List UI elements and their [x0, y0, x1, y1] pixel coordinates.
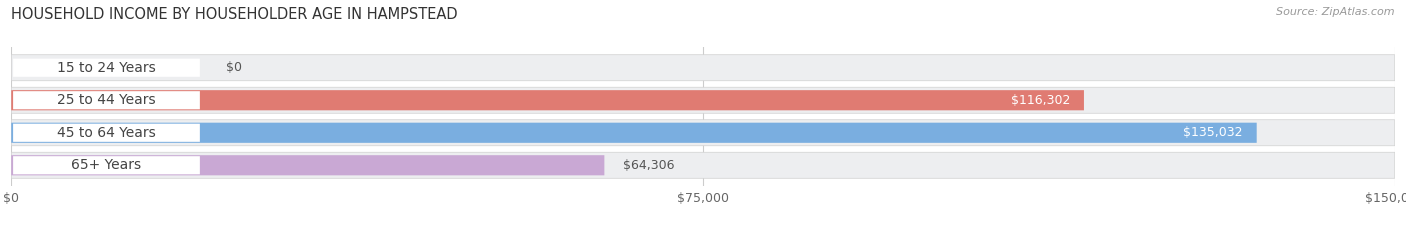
- FancyBboxPatch shape: [13, 124, 200, 142]
- Text: $64,306: $64,306: [623, 159, 675, 172]
- FancyBboxPatch shape: [11, 90, 1084, 110]
- Text: $116,302: $116,302: [1011, 94, 1070, 107]
- FancyBboxPatch shape: [11, 120, 1395, 146]
- FancyBboxPatch shape: [13, 156, 200, 174]
- FancyBboxPatch shape: [11, 155, 605, 175]
- Text: 65+ Years: 65+ Years: [72, 158, 142, 172]
- FancyBboxPatch shape: [11, 152, 1395, 178]
- Text: 15 to 24 Years: 15 to 24 Years: [58, 61, 156, 75]
- Text: $135,032: $135,032: [1184, 126, 1243, 139]
- Text: $0: $0: [226, 61, 242, 74]
- FancyBboxPatch shape: [13, 59, 200, 77]
- Text: 45 to 64 Years: 45 to 64 Years: [58, 126, 156, 140]
- FancyBboxPatch shape: [11, 55, 1395, 81]
- FancyBboxPatch shape: [11, 87, 1395, 113]
- Text: 25 to 44 Years: 25 to 44 Years: [58, 93, 156, 107]
- FancyBboxPatch shape: [13, 91, 200, 109]
- Text: Source: ZipAtlas.com: Source: ZipAtlas.com: [1277, 7, 1395, 17]
- FancyBboxPatch shape: [11, 123, 1257, 143]
- Text: HOUSEHOLD INCOME BY HOUSEHOLDER AGE IN HAMPSTEAD: HOUSEHOLD INCOME BY HOUSEHOLDER AGE IN H…: [11, 7, 458, 22]
